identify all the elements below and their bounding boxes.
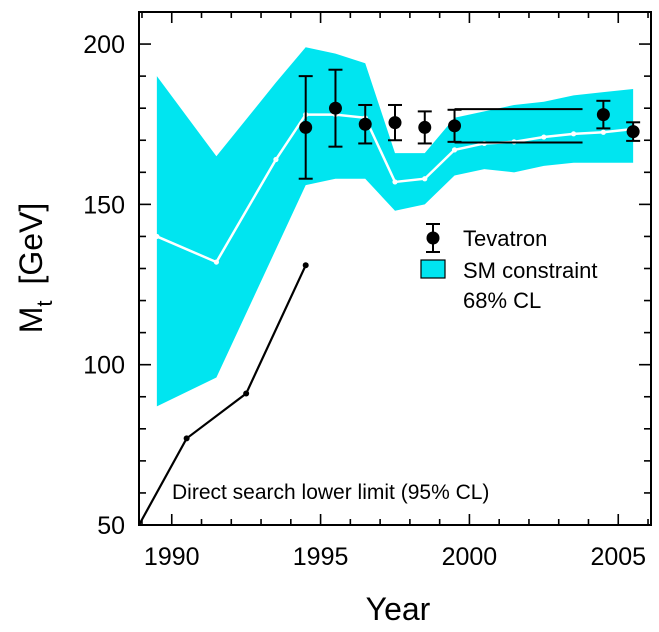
tevatron-point: [418, 120, 432, 134]
sm-central-point: [392, 179, 398, 185]
y-axis-title-sub: t: [32, 301, 57, 307]
markers-layer: [298, 68, 641, 180]
x-tick-label: 1995: [293, 543, 349, 571]
tick-labels-layer: 1990 1995 2000 2005 50 100 150 200: [83, 31, 646, 571]
sm-central-point: [422, 176, 428, 182]
y-axis-title: Mt [GeV]: [13, 203, 57, 334]
tevatron-point: [299, 120, 313, 134]
tevatron-point: [328, 101, 342, 115]
sm-central-point: [541, 134, 547, 140]
legend-tevatron-label: Tevatron: [463, 226, 547, 251]
tevatron-point: [358, 117, 372, 131]
x-axis-title: Year: [366, 591, 431, 627]
legend: Tevatron SM constraint 68% CL: [420, 223, 598, 313]
direct-search-point: [302, 262, 309, 269]
legend-band-swatch: [420, 259, 446, 279]
lines-layer: [138, 112, 636, 526]
sm-constraint-band-layer: [156, 47, 634, 407]
tevatron-point: [388, 116, 402, 130]
sm-central-point: [213, 259, 219, 265]
sm-central-point: [154, 233, 160, 240]
direct-search-point: [183, 435, 190, 442]
y-tick-label: 150: [83, 191, 125, 219]
sm-central-point: [273, 156, 279, 163]
svg-text:Mt[GeV]: Mt [GeV]: [13, 203, 57, 334]
y-tick-label: 100: [83, 352, 125, 380]
y-axis-title-main: M: [13, 307, 49, 334]
tevatron-point: [626, 125, 640, 139]
sm-constraint-band: [156, 47, 634, 407]
x-tick-label: 1990: [144, 543, 200, 571]
axes-layer: [138, 11, 652, 526]
direct-search-point: [243, 390, 250, 397]
legend-band-cl-label: 68% CL: [463, 288, 541, 313]
sm-central-point: [600, 129, 606, 135]
y-tick-label: 50: [97, 512, 125, 540]
direct-search-annotation: Direct search lower limit (95% CL): [172, 481, 489, 504]
y-axis-title-unit: [GeV]: [13, 203, 49, 285]
sm-central-point: [571, 131, 577, 137]
x-tick-label: 2005: [590, 543, 646, 571]
y-tick-label: 200: [83, 31, 125, 59]
legend-tevatron-marker: [426, 231, 440, 245]
legend-band-label: SM constraint: [463, 258, 598, 283]
direct-search-line: [138, 264, 307, 526]
sm-central-point: [451, 147, 458, 153]
tevatron-point: [448, 119, 462, 133]
tevatron-point: [596, 108, 610, 122]
x-tick-label: 2000: [442, 543, 498, 571]
